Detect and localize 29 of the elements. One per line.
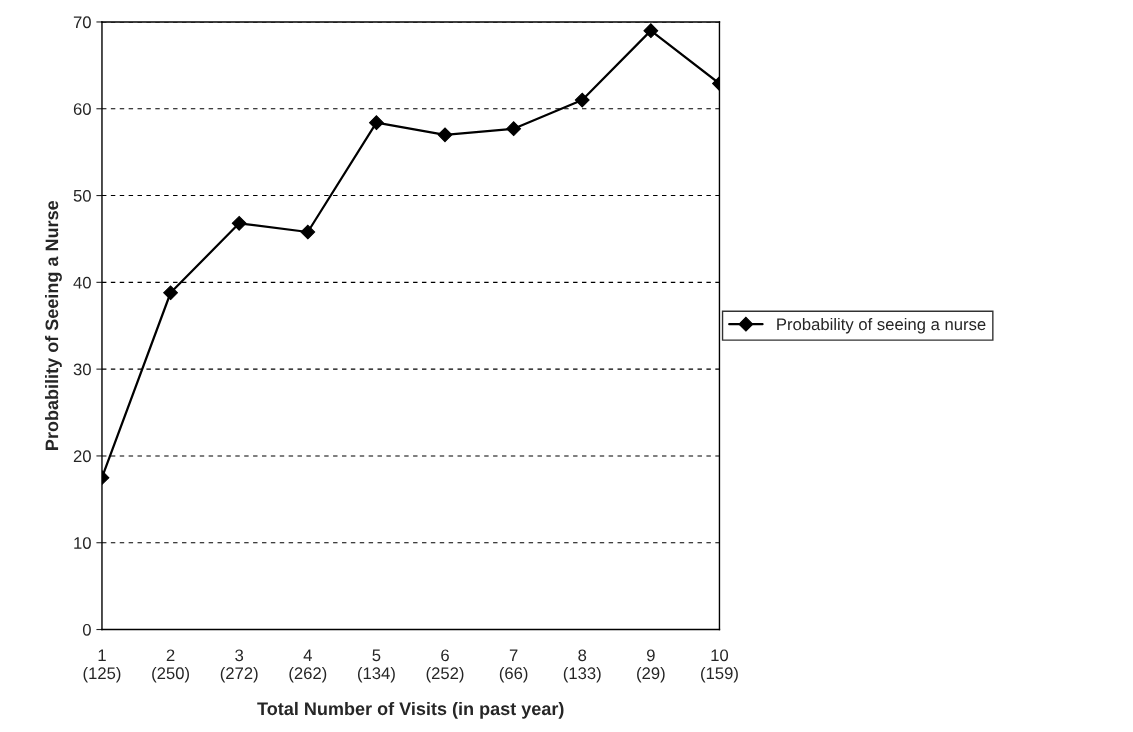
- point: [231, 215, 247, 231]
- y-axis-title: Probability of Seeing a Nurse: [45, 200, 62, 450]
- point: [163, 285, 178, 301]
- y-tick-label: 10: [74, 537, 91, 549]
- y-tick-label: 0: [82, 623, 91, 636]
- x-tick-label: 9 (29): [637, 649, 665, 683]
- x-tick-label: 7 (66): [499, 649, 528, 683]
- x-tick-label: 3 (272): [220, 649, 258, 683]
- x-tick-label: 10 (159): [701, 649, 738, 683]
- y-tick-label: 40: [73, 276, 91, 289]
- y-tick-label: 20: [73, 450, 91, 463]
- point: [643, 23, 659, 39]
- x-tick-label: 6 (252): [426, 649, 464, 683]
- point: [369, 115, 384, 131]
- y-tick-label: 60: [73, 103, 91, 115]
- point: [300, 224, 316, 240]
- x-tick-label: 5 (134): [357, 649, 395, 683]
- point: [574, 92, 590, 108]
- x-tick-label: 1 (125): [83, 649, 121, 683]
- y-tick-label: 70: [73, 16, 91, 29]
- y-tick-label: 30: [73, 363, 91, 376]
- x-tick-label: 4 (262): [289, 649, 327, 683]
- x-axis-title: Total Number of Visits (in past year): [257, 701, 564, 719]
- legend-label: Probability of seeing a nurse: [777, 317, 986, 334]
- point: [506, 121, 522, 137]
- point: [437, 127, 453, 143]
- x-tick-label: 8 (133): [563, 649, 601, 683]
- x-tick-label: 2 (250): [152, 649, 189, 683]
- y-tick-label: 50: [73, 189, 91, 202]
